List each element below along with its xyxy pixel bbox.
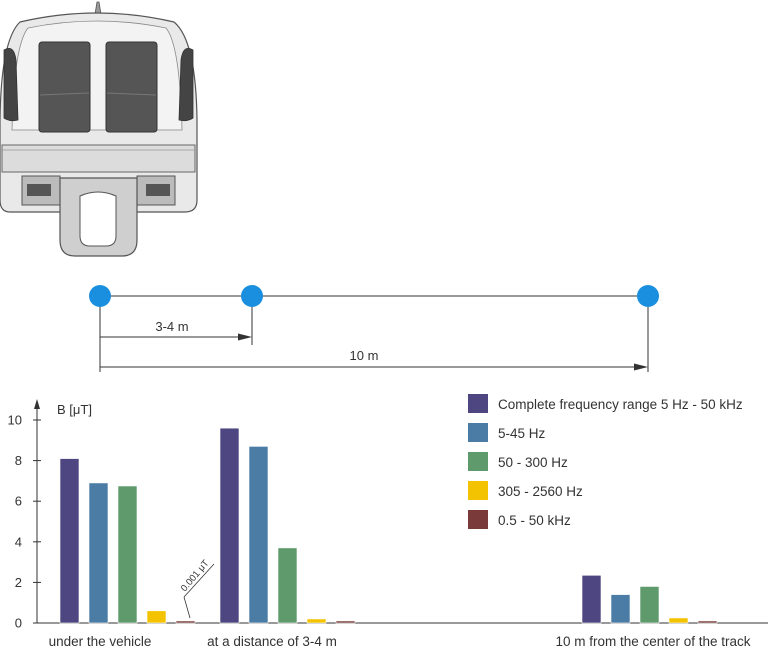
legend-swatch	[468, 510, 488, 529]
bar-chart: B [μT] 0 2 4 6 8 10 under the vehicle at a dis…	[8, 394, 768, 649]
x-category-label: under the vehicle	[49, 634, 152, 649]
legend: Complete frequency range 5 Hz - 50 kHz 5-…	[468, 394, 743, 529]
legend-label: 5-45 Hz	[498, 426, 546, 441]
x-category-labels: under the vehicle at a distance of 3-4 m 1…	[49, 634, 751, 649]
y-tick-label: 8	[15, 453, 22, 468]
annotation-label: 0.001 μT	[179, 558, 212, 594]
bar-series5-distance-3-4m	[335, 620, 356, 624]
distance-diagram: 3-4 m 10 m	[89, 285, 659, 372]
bar-series1-distance-3-4m	[219, 427, 240, 624]
bars	[59, 427, 718, 624]
bar-series2-distance-3-4m	[248, 446, 269, 624]
x-category-label: 10 m from the center of the track	[555, 634, 750, 649]
bar-series3-under-vehicle	[117, 485, 138, 624]
bar-series1-under-vehicle	[59, 458, 80, 624]
bar-series5-under-vehicle	[175, 620, 196, 624]
legend-label: 0.5 - 50 kHz	[498, 513, 571, 528]
legend-swatch	[468, 481, 488, 500]
y-tick-label: 2	[15, 575, 22, 590]
legend-swatch	[468, 394, 488, 413]
y-tick-label: 4	[15, 534, 22, 549]
bar-series4-distance-10m	[668, 617, 689, 624]
measurement-point-10m	[637, 285, 659, 307]
legend-label: 305 - 2560 Hz	[498, 484, 583, 499]
bar-series3-distance-10m	[639, 586, 660, 624]
bar-series4-distance-3-4m	[306, 618, 327, 624]
dimension-10m-label: 10 m	[350, 348, 379, 363]
y-axis-arrow	[34, 399, 40, 409]
y-ticks: 0 2 4 6 8 10	[8, 413, 41, 631]
bar-series2-under-vehicle	[88, 482, 109, 624]
bar-series1-distance-10m	[581, 574, 602, 624]
y-tick-label: 6	[15, 494, 22, 509]
vehicle-illustration	[0, 1, 198, 257]
legend-swatch	[468, 423, 488, 442]
y-tick-label: 10	[8, 413, 22, 428]
legend-label: Complete frequency range 5 Hz - 50 kHz	[498, 397, 743, 412]
bar-series3-distance-3-4m	[277, 547, 298, 624]
annotation-0001: 0.001 μT	[179, 558, 215, 619]
bar-series2-distance-10m	[610, 594, 631, 624]
bar-series5-distance-10m	[697, 620, 718, 624]
bar-series4-under-vehicle	[146, 610, 167, 624]
legend-swatch	[468, 452, 488, 471]
x-category-label: at a distance of 3-4 m	[207, 634, 337, 649]
y-tick-label: 0	[15, 616, 22, 631]
legend-label: 50 - 300 Hz	[498, 455, 568, 470]
dimension-3-4m-label: 3-4 m	[155, 319, 188, 334]
measurement-point-under-vehicle	[89, 285, 111, 307]
y-axis-label: B [μT]	[57, 402, 92, 417]
measurement-point-3-4m	[241, 285, 263, 307]
